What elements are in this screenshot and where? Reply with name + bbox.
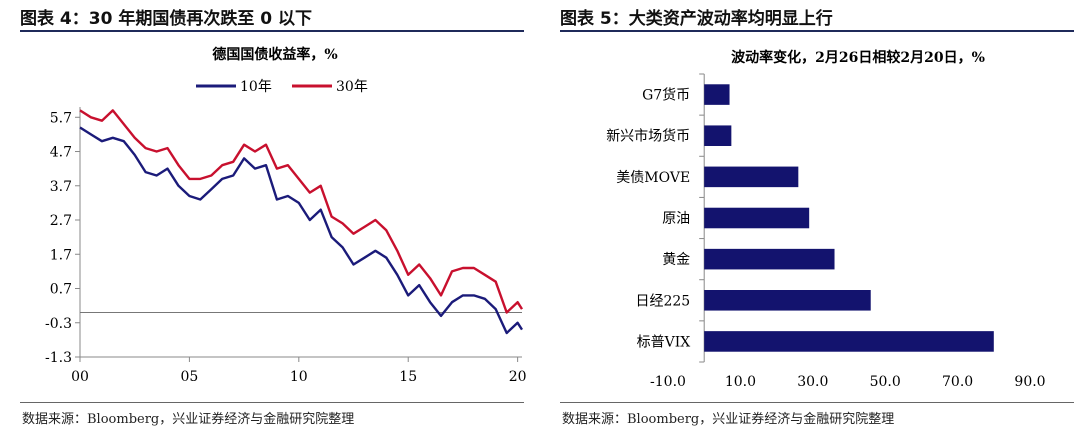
title-rule [560, 30, 1074, 32]
y-tick-label: 3.7 [50, 179, 72, 195]
bar [704, 125, 732, 146]
bar [704, 290, 871, 311]
category-label: 黄金 [662, 251, 690, 268]
legend: 10年 30年 [196, 79, 368, 95]
y-tick-label: -1.3 [45, 350, 72, 366]
bar [704, 248, 835, 270]
category-label: 原油 [662, 211, 690, 227]
y-tick-label: 0.7 [50, 282, 72, 298]
y-tick-label: 1.7 [50, 247, 72, 263]
chart-title: 波动率变化，2月26日相较2月20日，% [731, 49, 985, 66]
x-tick-label: 05 [180, 369, 198, 385]
chart-title: 德国国债收益率，% [212, 46, 337, 63]
x-tick-label: 20 [509, 369, 527, 385]
source-rule [560, 402, 1074, 403]
source-note: 数据来源：Bloomberg，兴业证券经济与金融研究院整理 [22, 412, 355, 427]
x-tick-label: 50.0 [870, 374, 901, 390]
x-tick-label: 10.0 [725, 374, 756, 390]
bar-chart: 波动率变化，2月26日相较2月20日，% -10.0 10.0 30.0 50.0 70… [606, 49, 1046, 390]
bar [704, 84, 730, 105]
source-rule [20, 402, 524, 403]
title-rule [20, 30, 524, 32]
x-tick-label: 90.0 [1014, 374, 1045, 390]
x-tick-label: 10 [290, 369, 308, 385]
x-tick-label: 15 [399, 369, 417, 385]
line-chart: 德国国债收益率，% 10年 30年 -1.3 -0.3 0.7 1.7 2.7 3.7 4.… [45, 46, 527, 385]
line-series-group [79, 109, 524, 335]
bar-marks-group [704, 84, 994, 352]
bar [704, 166, 799, 188]
bar-axes: -10.0 10.0 30.0 50.0 70.0 90.0 G7货币新兴市场货币美债MOV… [606, 73, 1046, 390]
figure-title: 图表 5：大类资产波动率均明显上行 [560, 9, 833, 29]
line-axes: -1.3 -0.3 0.7 1.7 2.7 3.7 4.7 5.7 00 05 10 15 20 [45, 107, 527, 385]
category-label: 新兴市场货币 [606, 128, 690, 145]
left-panel: 图表 4：30 年期国债再次跌至 0 以下 德国国债收益率，% 10年 30年 … [0, 0, 530, 431]
legend-label-10y: 10年 [240, 79, 272, 95]
y-tick-label: 4.7 [50, 145, 72, 161]
x-tick-label: -10.0 [650, 374, 686, 390]
category-label: 美债MOVE [616, 170, 690, 186]
right-panel: 图表 5：大类资产波动率均明显上行 波动率变化，2月26日相较2月20日，% -… [540, 0, 1080, 431]
y-tick-label: -0.3 [45, 316, 72, 332]
x-tick-label: 30.0 [797, 374, 828, 390]
figure-title: 图表 4：30 年期国债再次跌至 0 以下 [20, 9, 312, 29]
series-line-30y [79, 109, 524, 314]
series-line-10y [79, 126, 524, 335]
category-label: 日经225 [635, 293, 690, 309]
y-tick-label: 5.7 [50, 110, 72, 126]
x-tick-label: 00 [71, 369, 89, 385]
bar [704, 207, 810, 229]
x-tick-label: 70.0 [942, 374, 973, 390]
y-tick-label: 2.7 [50, 213, 72, 229]
source-note: 数据来源：Bloomberg，兴业证券经济与金融研究院整理 [562, 412, 895, 427]
category-label: G7货币 [642, 87, 690, 104]
bar [704, 331, 994, 352]
category-label: 标普VIX [637, 334, 691, 350]
legend-label-30y: 30年 [336, 79, 368, 95]
